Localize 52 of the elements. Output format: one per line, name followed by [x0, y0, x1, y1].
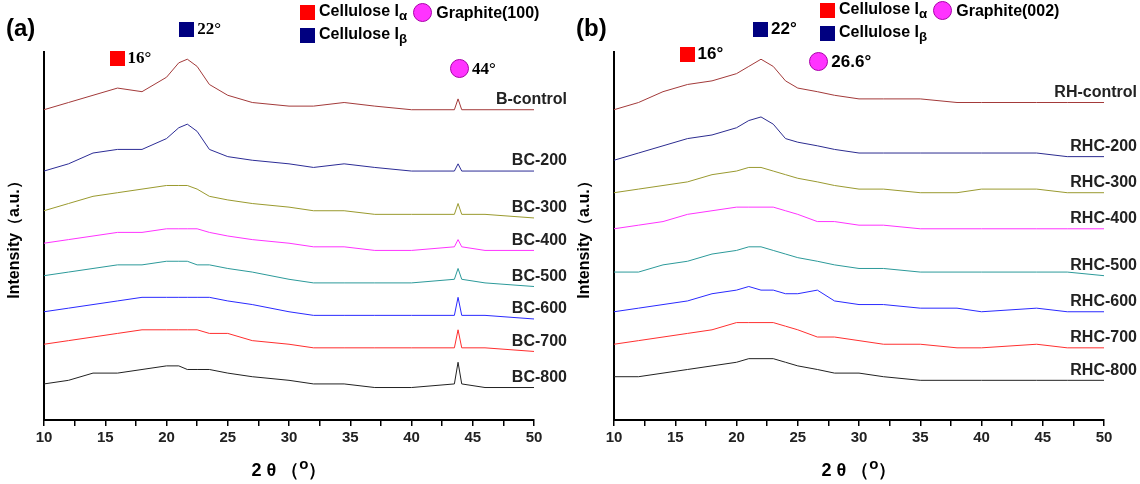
x-tick-label: 30 [280, 428, 298, 446]
annotation: 26.6° [831, 51, 872, 72]
x-tick-label: 15 [96, 428, 114, 446]
series-label: RHC-800 [1070, 360, 1138, 378]
x-tick-label: 50 [525, 428, 543, 446]
annotation: 44° [472, 58, 496, 79]
series-label: RHC-300 [1070, 173, 1138, 191]
text: Cellulose I$_{α}$ [839, 0, 928, 22]
series-label: RH-control [1054, 82, 1137, 100]
annotation: 16° [127, 48, 152, 69]
series-label: RHC-700 [1070, 328, 1138, 346]
annotation: 22° [771, 19, 797, 40]
x-tick-label: 30 [850, 428, 868, 446]
annotation: 22° [197, 19, 222, 40]
x-tick-label: 25 [789, 428, 807, 446]
y-axis-title: Intensity（a.u.） [3, 173, 23, 299]
series-label: BC-600 [511, 299, 568, 317]
text: Graphite(100) [436, 3, 540, 22]
series-label: RHC-600 [1070, 292, 1138, 310]
x-tick-label: 40 [403, 428, 420, 446]
y-axis-title: Intensity（a.u.） [573, 173, 593, 299]
chart-title: (b) [576, 14, 607, 42]
x-axis-title: 2 θ （$^{o}$） [251, 455, 327, 482]
x-tick-label: 10 [605, 428, 623, 446]
series-label: RHC-500 [1070, 256, 1138, 274]
series-label: BC-400 [511, 230, 568, 248]
x-axis-title: 2 θ （$^{o}$） [821, 455, 897, 482]
series-label: BC-700 [511, 331, 568, 349]
text: Cellulose I$_{β}$ [839, 23, 928, 45]
x-tick-label: 45 [1034, 428, 1052, 446]
text: Cellulose I$_{α}$ [319, 2, 408, 24]
x-tick-label: 35 [341, 428, 359, 446]
x-tick-label: 10 [35, 428, 53, 446]
x-tick-label: 20 [158, 428, 175, 446]
text: Graphite(002) [956, 1, 1060, 20]
series-label: BC-200 [511, 151, 568, 169]
series-label: RHC-200 [1070, 137, 1138, 155]
x-tick-label: 20 [728, 428, 745, 446]
x-tick-label: 45 [464, 428, 482, 446]
x-tick-label: 35 [911, 428, 929, 446]
series-label: B-control [495, 90, 567, 108]
series-label: BC-800 [511, 367, 568, 385]
annotation: 16° [697, 44, 724, 65]
chart-title: (a) [6, 14, 36, 42]
x-tick-label: 25 [219, 428, 237, 446]
series-label: RHC-400 [1070, 209, 1138, 227]
x-tick-label: 50 [1095, 428, 1113, 446]
x-tick-label: 15 [666, 428, 684, 446]
series-label: BC-500 [511, 266, 568, 284]
series-label: BC-300 [511, 198, 568, 216]
text: Cellulose I$_{β}$ [319, 25, 408, 47]
x-tick-label: 40 [973, 428, 990, 446]
